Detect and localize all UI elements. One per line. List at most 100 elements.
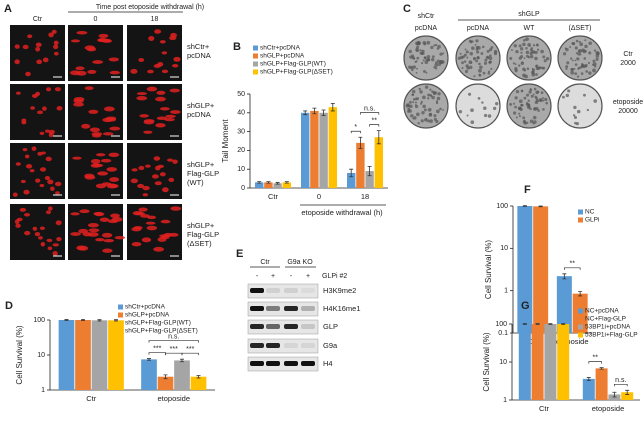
blot	[247, 283, 319, 299]
colony	[518, 44, 522, 48]
y-axis-label: Cell Survival (%)	[484, 240, 493, 299]
legend-label: shGLP+pcDNA	[260, 53, 305, 60]
colony	[409, 55, 413, 59]
x-tick-label: 0	[317, 192, 321, 201]
comet	[101, 232, 113, 238]
colony	[422, 40, 426, 45]
colony	[421, 49, 424, 52]
legend-swatch	[253, 61, 258, 67]
colony	[413, 116, 417, 120]
comet	[138, 165, 145, 171]
colony	[420, 100, 423, 103]
colony	[531, 70, 535, 75]
comet	[170, 32, 178, 38]
comet	[102, 248, 113, 253]
band-label: H4K16me1	[323, 304, 361, 313]
colony	[524, 74, 528, 79]
comet	[168, 177, 175, 182]
colony	[567, 89, 571, 93]
comet	[78, 228, 89, 234]
y-tick-label: 100	[33, 317, 45, 324]
band-label: GLP	[323, 322, 338, 331]
colony	[474, 44, 477, 46]
comet	[109, 126, 121, 131]
colony	[423, 56, 427, 60]
colony	[427, 58, 431, 62]
colony	[442, 52, 445, 55]
colony	[425, 71, 428, 74]
colony	[587, 61, 591, 64]
significance-bracket	[360, 112, 380, 115]
colony	[468, 92, 472, 96]
colony	[523, 57, 526, 60]
panel-letter: C	[403, 3, 411, 15]
colony	[520, 103, 524, 107]
colony	[538, 98, 543, 102]
colony	[466, 114, 469, 117]
colony	[427, 107, 432, 112]
legend-swatch	[578, 217, 583, 223]
colony	[575, 122, 579, 126]
colony	[479, 65, 483, 70]
comet	[72, 156, 82, 160]
legend-swatch	[578, 332, 583, 338]
colony	[406, 103, 410, 107]
colony	[543, 59, 547, 63]
significance-bracket	[165, 352, 183, 356]
colony	[529, 107, 532, 111]
comet	[27, 34, 33, 39]
colony	[535, 73, 538, 76]
significance-label: ***	[170, 346, 178, 353]
comet	[131, 227, 142, 232]
comet	[157, 237, 167, 242]
significance-bracket	[614, 383, 628, 387]
colony	[536, 90, 540, 94]
comet	[88, 228, 100, 233]
comet	[170, 110, 181, 114]
colony	[565, 93, 570, 98]
bar	[595, 368, 608, 400]
colony	[458, 109, 463, 114]
column-label: pcDNA	[415, 25, 438, 32]
colony	[412, 65, 417, 69]
colony	[417, 41, 421, 45]
significance-bracket	[564, 267, 581, 270]
comet	[47, 206, 53, 211]
colony	[515, 89, 520, 94]
colony	[518, 112, 521, 115]
blot-band	[266, 306, 280, 311]
blot-band	[284, 324, 298, 329]
comet	[24, 154, 30, 159]
colony	[436, 47, 439, 50]
colony	[525, 50, 530, 55]
blot-band	[250, 343, 264, 348]
comet	[50, 186, 55, 192]
colony	[437, 62, 442, 67]
column-header: Time post etoposide withdrawal (h)	[96, 4, 204, 11]
bar	[319, 112, 328, 188]
comet	[108, 152, 120, 157]
bar	[347, 172, 356, 188]
comet	[14, 59, 20, 65]
legend-swatch	[253, 45, 258, 51]
comet	[84, 175, 96, 180]
colony	[457, 56, 461, 60]
colony	[427, 93, 431, 97]
colony	[540, 49, 544, 54]
row-label: 20000	[618, 108, 638, 115]
colony	[581, 62, 584, 66]
comet	[169, 88, 180, 93]
colony	[532, 122, 535, 125]
colony	[584, 63, 588, 67]
colony	[521, 61, 524, 64]
comet	[132, 211, 144, 216]
comet	[130, 68, 138, 74]
group-label: shCtr	[418, 13, 435, 20]
colony	[573, 115, 578, 120]
colony	[527, 99, 530, 102]
colony	[436, 59, 440, 63]
y-tick-label: 10	[500, 245, 508, 252]
group-label: Ctr	[260, 259, 270, 266]
comet	[48, 32, 54, 38]
row-label: (WT)	[187, 178, 204, 187]
